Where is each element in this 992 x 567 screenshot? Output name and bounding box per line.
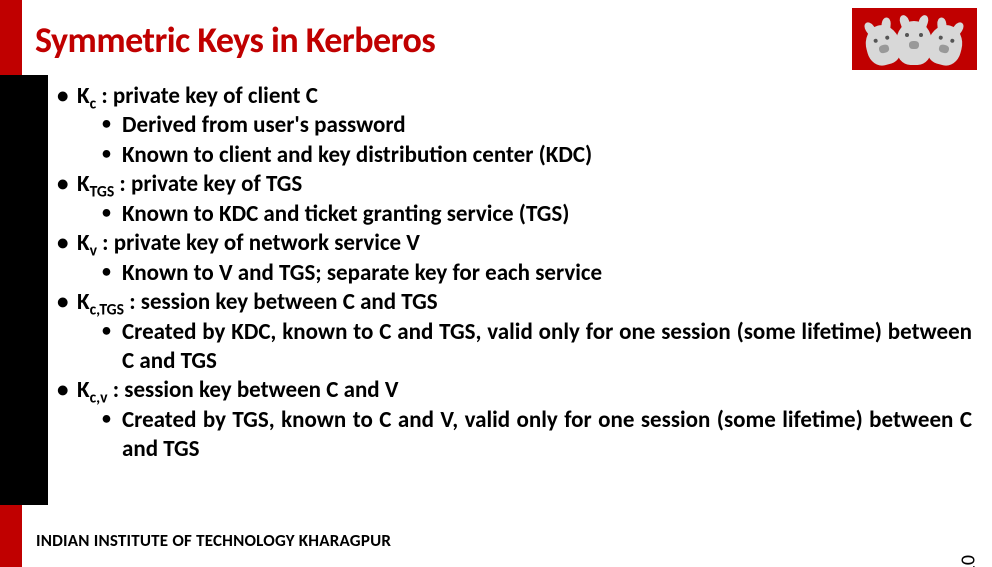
sub-bullet-item: Known to V and TGS; separate key for eac… — [100, 259, 975, 288]
bullet-text: : session key between C and TGS — [124, 288, 438, 316]
bullet-item: Kc : private key of client C — [55, 82, 975, 111]
sub-bullet-item: Derived from user's password — [100, 111, 975, 140]
bullet-item: Kc,v : session key between C and V — [55, 376, 975, 405]
key-symbol: K — [77, 170, 90, 198]
left-black-block — [0, 75, 48, 505]
sub-bullet-list: Known to KDC and ticket granting service… — [100, 200, 975, 229]
bullet-item: KTGS : private key of TGS — [55, 170, 975, 199]
bullet-text: : private key of network service V — [97, 229, 420, 257]
sub-bullet-item: Known to KDC and ticket granting service… — [100, 200, 975, 229]
bullet-list: Kc : private key of client CDerived from… — [55, 82, 975, 465]
sub-bullet-list: Created by TGS, known to C and V, valid … — [100, 406, 975, 465]
slide: Symmetric Keys in Kerberos Kc : private … — [0, 0, 992, 567]
sub-bullet-list: Derived from user's passwordKnown to cli… — [100, 111, 975, 170]
key-symbol: K — [77, 288, 90, 316]
content-body: Kc : private key of client CDerived from… — [55, 82, 975, 465]
bullet-text: : private key of TGS — [114, 170, 302, 198]
footer-text: INDIAN INSTITUTE OF TECHNOLOGY KHARAGPUR — [36, 530, 391, 551]
key-symbol: K — [77, 376, 90, 404]
sub-bullet-item: Created by TGS, known to C and V, valid … — [100, 406, 972, 465]
sub-bullet-text: Known to client and key distribution cen… — [122, 141, 592, 169]
key-symbol: K — [77, 82, 90, 110]
bullet-text: : session key between C and V — [108, 376, 399, 404]
key-subscript: v — [90, 242, 97, 261]
sub-bullet-item: Created by KDC, known to C and TGS, vali… — [100, 318, 972, 377]
key-symbol: K — [77, 229, 90, 257]
cerberus-image — [852, 8, 977, 70]
sub-bullet-list: Created by KDC, known to C and TGS, vali… — [100, 318, 975, 377]
sub-bullet-text: Created by KDC, known to C and TGS, vali… — [122, 318, 972, 375]
sub-bullet-list: Known to V and TGS; separate key for eac… — [100, 259, 975, 288]
bullet-item: Kv : private key of network service V — [55, 229, 975, 258]
bullet-text: : private key of client C — [96, 82, 318, 110]
sub-bullet-text: Known to V and TGS; separate key for eac… — [122, 259, 602, 287]
sub-bullet-text: Created by TGS, known to C and V, valid … — [122, 406, 972, 463]
bullet-item: Kc,TGS : session key between C and TGS — [55, 288, 975, 317]
sub-bullet-text: Derived from user's password — [122, 111, 406, 139]
slide-title: Symmetric Keys in Kerberos — [35, 18, 435, 62]
sub-bullet-text: Known to KDC and ticket granting service… — [122, 200, 569, 228]
sub-bullet-item: Known to client and key distribution cen… — [100, 141, 975, 170]
page-number: 10 — [956, 555, 980, 567]
